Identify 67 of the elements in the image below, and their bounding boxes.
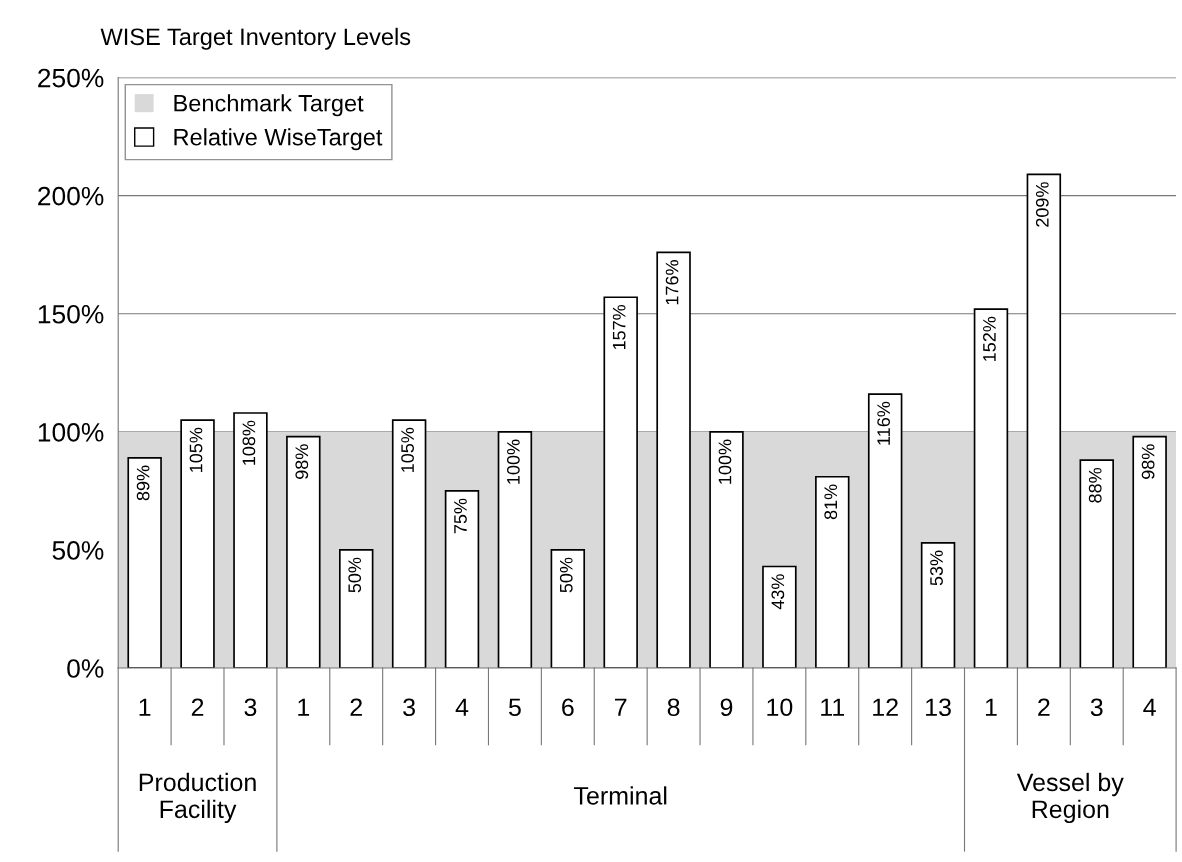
data-label: 100%: [506, 439, 520, 484]
bar: [709, 431, 744, 669]
text: Terminal: [574, 786, 667, 805]
data-label: 53%: [930, 550, 943, 586]
text: Production Facility: [139, 772, 256, 824]
x-tick-label: 3: [403, 698, 415, 717]
x-tick-label: 10: [767, 698, 793, 717]
bar: [1079, 459, 1114, 669]
bar: [1132, 435, 1167, 669]
data-label: 89%: [136, 465, 150, 501]
data-label: 157%: [612, 304, 626, 350]
x-tick-label: 5: [508, 698, 521, 717]
y-tick-label: 50%: [52, 541, 104, 560]
x-tick-label: 4: [1143, 698, 1156, 716]
x-tick-label: 1: [985, 698, 997, 716]
x-tick-label: 13: [926, 698, 951, 717]
bar: [391, 419, 427, 669]
bar: [233, 412, 268, 669]
bar: [180, 419, 215, 669]
data-label: 105%: [189, 427, 203, 472]
y-tick-label: 250%: [38, 68, 104, 88]
data-label: 209%: [1035, 182, 1049, 227]
chart-title: WISE Target Inventory Levels: [100, 27, 411, 50]
data-label: 152%: [983, 316, 996, 361]
bar: [815, 475, 850, 669]
data-label: 98%: [1141, 444, 1155, 479]
data-label: 50%: [559, 557, 573, 593]
data-label: 50%: [348, 557, 362, 593]
bar: [867, 393, 903, 669]
y-tick-label: 0%: [67, 659, 104, 678]
x-tick-label: 3: [1090, 698, 1103, 717]
bar: [973, 308, 1009, 669]
x-tick-label: 2: [1038, 698, 1050, 716]
bar: [603, 296, 638, 669]
x-tick-label: 12: [873, 698, 898, 716]
x-tick-label: 6: [562, 698, 574, 717]
x-tick-label: 7: [615, 698, 627, 716]
y-tick-label: 150%: [38, 304, 104, 324]
bar: [656, 251, 691, 669]
x-tick-label: 1: [139, 698, 151, 716]
legend-label: Relative WiseTarget: [174, 128, 383, 151]
y-tick-label: 200%: [38, 186, 104, 206]
bar: [127, 457, 162, 669]
x-tick-label: 2: [350, 698, 362, 716]
data-label: 43%: [771, 574, 785, 610]
data-label: 108%: [242, 420, 256, 465]
x-tick-label: 9: [720, 698, 733, 717]
bar: [497, 431, 533, 669]
data-label: 88%: [1088, 467, 1102, 503]
x-tick-label: 11: [821, 698, 845, 716]
data-label: 105%: [401, 427, 414, 472]
text: Vessel by Region: [1016, 772, 1124, 824]
legend-label: Benchmark Target: [174, 94, 364, 117]
x-tick-label: 3: [244, 698, 257, 717]
data-label: 98%: [295, 444, 309, 479]
y-tick-label: 100%: [38, 423, 104, 442]
bar: [1026, 173, 1062, 669]
x-tick-label: 4: [455, 698, 469, 716]
data-label: 176%: [665, 260, 679, 305]
x-tick-label: 2: [191, 698, 204, 716]
x-tick-label: 8: [667, 698, 680, 717]
data-label: 75%: [454, 498, 467, 534]
x-tick-label: 1: [298, 698, 310, 716]
data-label: 116%: [877, 401, 891, 445]
data-label: 81%: [824, 484, 838, 520]
bar: [286, 435, 321, 669]
data-label: 100%: [718, 439, 732, 484]
